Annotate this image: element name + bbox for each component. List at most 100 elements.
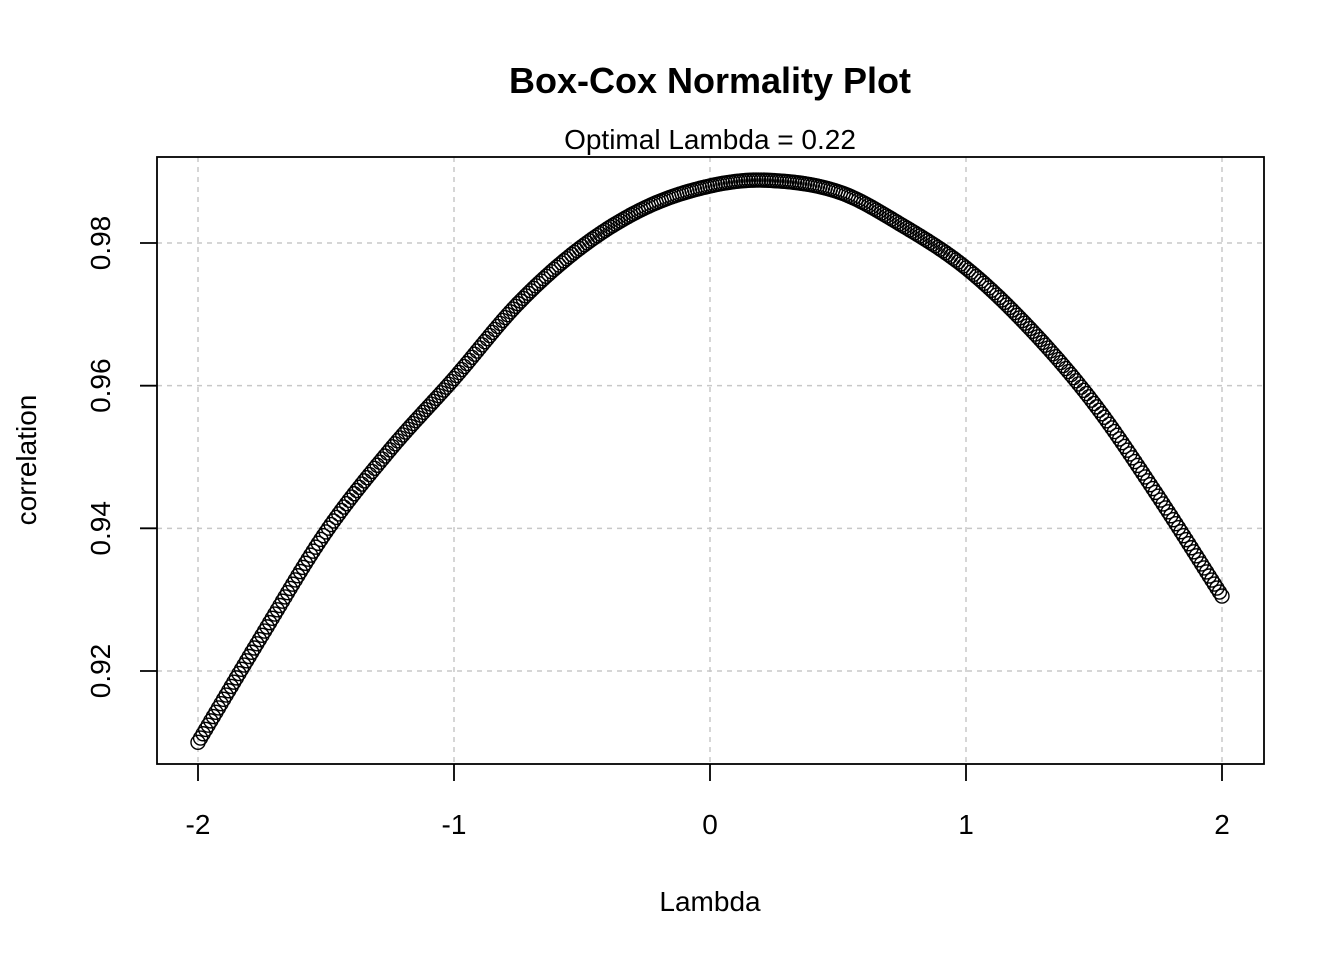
data-point xyxy=(556,253,572,269)
data-point xyxy=(1047,348,1064,365)
data-point xyxy=(487,321,503,338)
data-point xyxy=(297,555,314,571)
data-point xyxy=(259,619,275,635)
data-point xyxy=(1012,310,1028,326)
data-point xyxy=(500,306,516,323)
data-point xyxy=(1050,351,1066,368)
data-point xyxy=(269,602,286,618)
data-point xyxy=(310,535,327,551)
data-point xyxy=(438,379,455,395)
data-point xyxy=(272,597,288,614)
data-point xyxy=(1145,480,1161,497)
data-point xyxy=(231,665,247,682)
data-point xyxy=(228,670,245,686)
data-point xyxy=(497,309,513,326)
data-point xyxy=(564,246,580,263)
data-point xyxy=(1004,302,1020,318)
data-point xyxy=(1045,346,1061,362)
data-points xyxy=(190,172,1230,751)
data-point xyxy=(256,623,273,639)
data-point xyxy=(279,584,296,601)
data-point xyxy=(423,396,439,412)
data-point xyxy=(1001,299,1018,316)
data-point xyxy=(246,640,263,656)
data-point xyxy=(1163,508,1179,524)
data-point xyxy=(400,421,416,437)
data-point xyxy=(1196,560,1212,576)
data-point xyxy=(446,370,462,387)
data-point xyxy=(502,304,519,320)
data-point xyxy=(420,399,437,415)
data-point xyxy=(285,576,301,592)
y-tick-label: 0.92 xyxy=(85,644,116,699)
y-axis: 0.92 0.94 0.96 0.98 xyxy=(85,216,157,699)
data-point xyxy=(195,726,211,742)
data-point xyxy=(1055,357,1071,374)
y-axis-label: correlation xyxy=(11,395,42,526)
data-point xyxy=(221,683,237,699)
data-point xyxy=(1152,492,1169,508)
data-point xyxy=(208,704,224,720)
data-point xyxy=(397,424,414,440)
x-tick-label: 1 xyxy=(958,809,974,840)
data-point xyxy=(566,244,583,261)
data-point xyxy=(213,695,229,712)
data-point xyxy=(282,580,298,597)
data-point xyxy=(223,678,239,695)
data-point xyxy=(1201,568,1217,584)
data-point xyxy=(1027,326,1043,342)
data-point xyxy=(1032,331,1048,348)
data-point xyxy=(264,610,280,627)
x-tick-label: -2 xyxy=(186,809,211,840)
data-point xyxy=(192,730,209,746)
x-axis: -2 -1 0 1 2 xyxy=(186,764,1230,840)
data-point xyxy=(1157,500,1174,516)
data-point xyxy=(410,410,426,426)
data-point xyxy=(405,415,421,432)
data-point xyxy=(433,385,449,401)
data-point xyxy=(953,256,969,272)
data-point xyxy=(1198,564,1215,580)
data-point xyxy=(1029,329,1046,345)
data-point xyxy=(267,606,283,622)
data-point xyxy=(1042,343,1059,359)
data-point xyxy=(1165,512,1182,528)
data-point xyxy=(443,373,460,390)
data-point xyxy=(292,563,309,580)
data-point xyxy=(494,312,511,329)
data-point xyxy=(581,233,598,249)
chart-subtitle: Optimal Lambda = 0.22 xyxy=(564,124,856,155)
data-point xyxy=(999,297,1015,313)
data-point xyxy=(1204,572,1220,588)
data-point xyxy=(561,248,577,265)
x-tick-label: 2 xyxy=(1214,809,1230,840)
data-point xyxy=(489,318,506,335)
data-point xyxy=(1186,544,1202,560)
data-point xyxy=(448,367,465,384)
data-point xyxy=(1127,453,1143,470)
data-point xyxy=(236,657,252,673)
data-point xyxy=(1183,540,1199,556)
data-point xyxy=(313,531,329,548)
data-point xyxy=(1206,576,1223,592)
data-point xyxy=(1017,315,1033,331)
data-point xyxy=(948,252,964,268)
data-point xyxy=(1117,438,1133,455)
data-point xyxy=(571,240,588,257)
data-point xyxy=(395,427,411,443)
data-point xyxy=(1147,484,1164,501)
data-point xyxy=(238,653,255,669)
data-point xyxy=(1209,580,1225,596)
data-point xyxy=(507,298,524,314)
data-point xyxy=(1175,527,1192,544)
data-point xyxy=(1035,334,1051,351)
data-point xyxy=(1132,461,1148,477)
data-point xyxy=(241,648,257,665)
data-point xyxy=(200,717,216,733)
data-point xyxy=(1142,476,1159,493)
data-point xyxy=(932,241,949,257)
data-point xyxy=(305,543,321,559)
data-point xyxy=(425,393,442,409)
x-axis-label: Lambda xyxy=(659,886,761,917)
